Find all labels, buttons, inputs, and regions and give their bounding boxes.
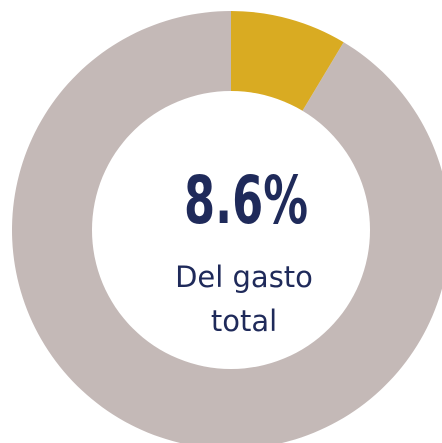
center-caption: Del gasto: [175, 260, 313, 294]
donut-hole: [92, 91, 370, 369]
center-caption: total: [211, 304, 277, 338]
center-value: 8.6%: [184, 162, 308, 239]
